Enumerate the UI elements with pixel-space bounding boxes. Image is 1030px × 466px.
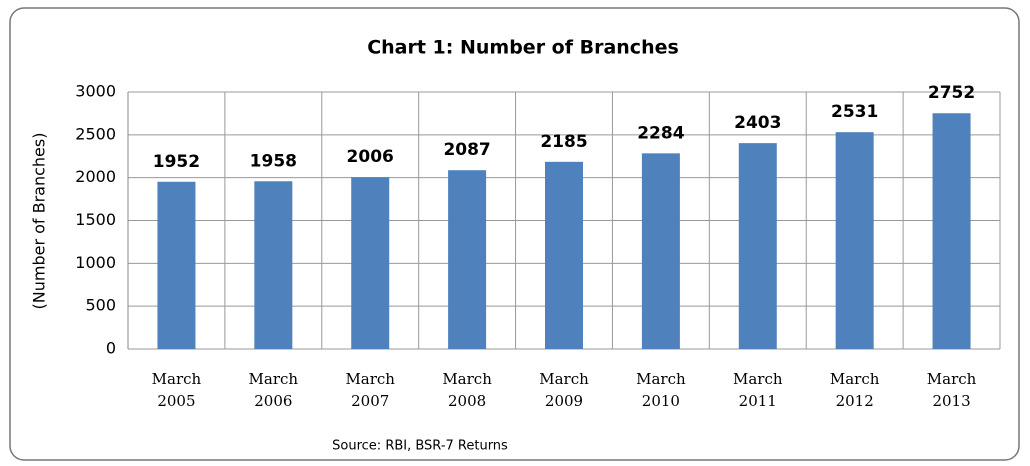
value-label: 2531 xyxy=(831,102,878,122)
value-label: 2284 xyxy=(637,123,684,143)
bar xyxy=(738,143,777,349)
y-tick-label: 3000 xyxy=(75,82,116,101)
bar xyxy=(351,177,390,349)
source-note: Source: RBI, BSR-7 Returns xyxy=(332,439,508,454)
y-tick-label: 2500 xyxy=(75,124,116,143)
x-tick-label: March 2013 xyxy=(926,370,977,410)
bar xyxy=(545,161,583,349)
y-tick-label: 2000 xyxy=(75,167,116,186)
y-tick-label: 1500 xyxy=(75,210,116,229)
x-tick-label: March 2012 xyxy=(829,370,880,410)
value-label: 1952 xyxy=(153,152,200,172)
bar xyxy=(254,181,293,349)
x-tick-label: March 2005 xyxy=(151,370,202,410)
value-label: 2752 xyxy=(928,83,975,103)
value-label: 1958 xyxy=(250,151,297,171)
y-axis-label: (Number of Branches) xyxy=(30,133,49,310)
bar xyxy=(448,170,487,349)
value-label: 2403 xyxy=(734,113,781,133)
bar xyxy=(641,153,680,349)
value-label: 2185 xyxy=(540,132,587,152)
value-label: 2087 xyxy=(443,140,490,160)
chart-title: Chart 1: Number of Branches xyxy=(367,37,679,59)
y-tick-label: 1000 xyxy=(75,253,116,272)
x-tick-label: March 2006 xyxy=(248,370,299,410)
y-tick-label: 500 xyxy=(85,296,116,315)
bar xyxy=(932,113,971,349)
bar xyxy=(157,181,196,349)
x-tick-label: March 2009 xyxy=(539,370,589,410)
value-label: 2006 xyxy=(347,147,394,167)
x-tick-label: March 2011 xyxy=(732,370,783,410)
x-tick-label: March 2008 xyxy=(442,370,492,410)
x-tick-label: March 2007 xyxy=(345,370,395,410)
bar xyxy=(835,132,874,349)
y-tick-label: 0 xyxy=(106,339,116,358)
x-tick-label: March 2010 xyxy=(636,370,686,410)
